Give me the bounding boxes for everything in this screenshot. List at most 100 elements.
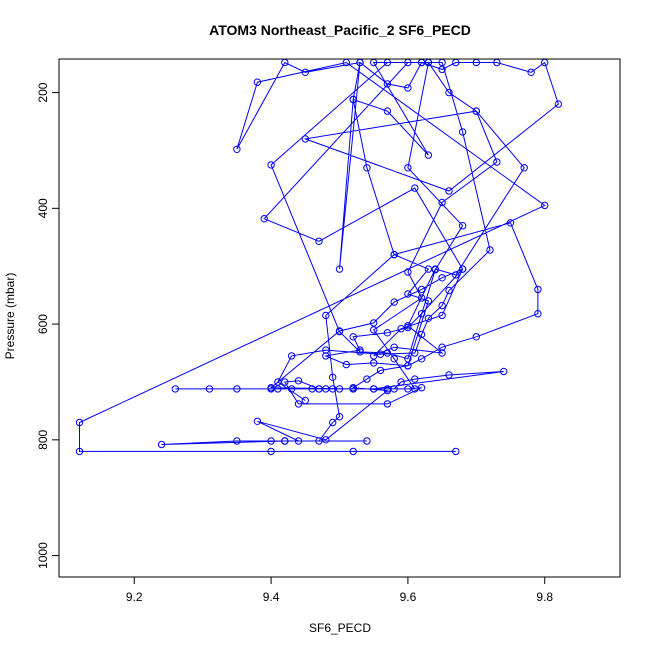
data-point: [500, 367, 508, 376]
data-point: [424, 314, 433, 322]
data-point: [253, 78, 262, 86]
data-point: [404, 290, 412, 298]
data-point: [438, 301, 446, 310]
y-tick-label: 1000: [36, 542, 50, 569]
data-point: [274, 378, 282, 386]
x-tick-label: 9.4: [263, 590, 280, 604]
data-point: [417, 294, 426, 302]
data-point: [541, 201, 549, 210]
plot-frame: [58, 58, 621, 578]
data-point: [329, 373, 337, 381]
data-point: [458, 128, 467, 136]
data-point: [260, 215, 268, 223]
data-point: [294, 377, 303, 385]
data-point: [267, 161, 275, 169]
data-point: [267, 447, 275, 456]
data-point: [335, 327, 344, 336]
data-point: [370, 326, 378, 334]
data-point: [287, 352, 296, 360]
data-point: [322, 311, 330, 320]
data-point: [301, 135, 309, 143]
data-point: [411, 184, 419, 192]
data-point: [383, 349, 392, 357]
data-point: [383, 386, 392, 395]
data-point: [233, 145, 241, 154]
data-point: [417, 384, 426, 392]
data-point: [404, 355, 412, 363]
data-point: [390, 298, 398, 306]
data-point: [438, 343, 446, 351]
data-point: [370, 352, 378, 360]
data-point: [554, 100, 563, 108]
data-point: [472, 333, 480, 341]
data-point: [404, 362, 412, 370]
data-point: [445, 286, 453, 295]
data-point: [322, 352, 330, 360]
data-point: [452, 447, 460, 456]
x-axis-label: SF6_PECD: [309, 621, 371, 635]
data-point: [472, 107, 480, 115]
data-point: [349, 333, 357, 341]
data-point: [397, 325, 405, 333]
series-layer: [75, 59, 563, 456]
data-point: [438, 349, 446, 357]
data-point: [390, 355, 398, 363]
data-point: [390, 385, 398, 393]
data-point: [390, 250, 398, 259]
data-point: [342, 360, 350, 369]
data-point: [75, 447, 84, 456]
data-point: [438, 65, 446, 74]
data-point: [534, 310, 542, 318]
data-point: [322, 346, 330, 354]
data-point: [390, 343, 398, 351]
data-point: [411, 349, 419, 357]
data-point: [253, 417, 262, 425]
data-point: [376, 366, 385, 375]
x-tick-label: 9.2: [126, 590, 143, 604]
chart-title: ATOM3 Northeast_Pacific_2 SF6_PECD: [209, 22, 471, 38]
data-point: [363, 437, 371, 445]
data-point: [349, 95, 357, 104]
data-point: [445, 371, 453, 379]
y-tick-label: 400: [36, 198, 50, 218]
data-point: [417, 330, 426, 339]
data-point: [506, 219, 515, 227]
x-tick-label: 9.6: [400, 590, 417, 604]
data-point: [370, 385, 378, 393]
data-point: [438, 274, 446, 282]
data-point: [322, 436, 330, 444]
y-tick-label: 800: [36, 429, 50, 449]
data-point: [404, 268, 412, 276]
data-point: [315, 237, 323, 246]
data-point: [438, 198, 446, 207]
data-point: [233, 385, 241, 393]
data-point: [534, 285, 542, 294]
data-point: [301, 396, 309, 405]
data-point: [417, 310, 426, 318]
data-point: [527, 68, 535, 77]
data-point: [157, 440, 166, 449]
data-point: [335, 265, 344, 273]
data-point: [411, 375, 419, 383]
data-point: [308, 385, 316, 393]
data-point: [431, 265, 439, 273]
data-point: [287, 385, 296, 393]
data-point: [458, 222, 467, 230]
data-point: [424, 297, 433, 305]
data-point: [349, 384, 357, 392]
y-axis-label: Pressure (mbar): [3, 273, 17, 360]
data-point: [301, 68, 309, 77]
data-point: [349, 447, 357, 456]
data-point: [370, 319, 378, 327]
data-point: [281, 437, 289, 445]
data-point: [404, 164, 412, 172]
data-point: [404, 322, 412, 330]
data-point: [383, 329, 392, 337]
data-point: [370, 359, 378, 367]
data-point: [417, 285, 426, 294]
data-point: [315, 437, 323, 445]
data-point: [335, 413, 344, 421]
data-point: [356, 348, 364, 356]
axis-layer: 9.2 9.4 9.6 9.8 200 400 600 800 1000: [36, 82, 553, 604]
